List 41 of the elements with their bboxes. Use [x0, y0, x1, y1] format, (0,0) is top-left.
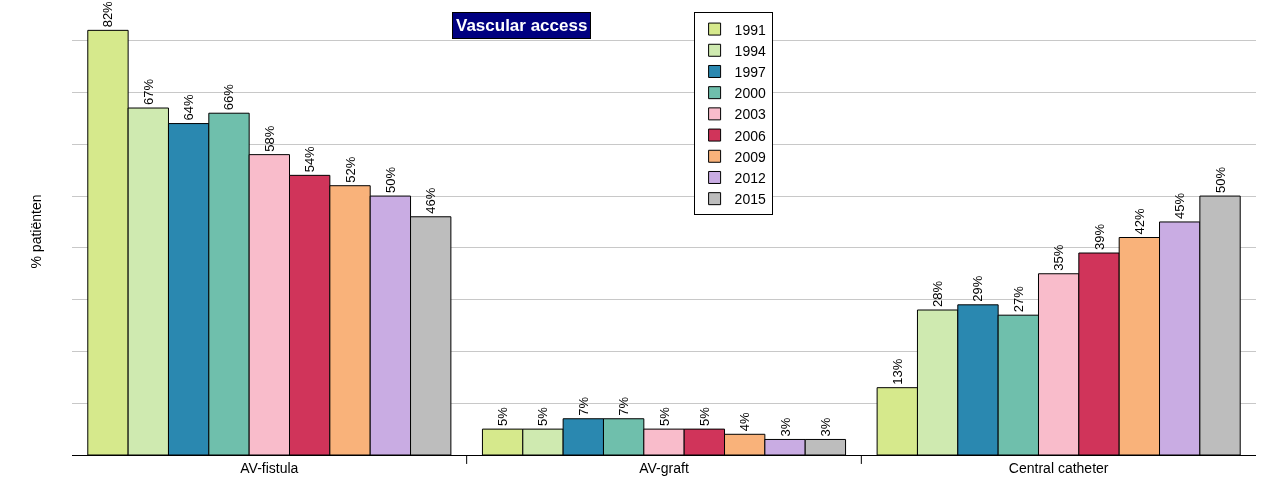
legend-label: 2015: [734, 191, 766, 208]
x-tick-label: AV-graft: [639, 459, 689, 476]
data-label: 35%: [1051, 244, 1067, 271]
data-label: 66%: [221, 83, 237, 111]
data-label: 46%: [423, 187, 439, 214]
x-tick-label: Central catheter: [1008, 459, 1109, 476]
data-label: 50%: [382, 166, 398, 194]
data-label: 4%: [737, 412, 753, 432]
legend-label: 2009: [734, 148, 766, 165]
chart-title: Vascular access: [456, 16, 588, 35]
legend-label: 1994: [734, 42, 766, 59]
data-label: 52%: [342, 156, 358, 183]
data-label: 3%: [817, 417, 833, 437]
data-label: 28%: [930, 280, 946, 307]
legend-label: 2000: [734, 85, 766, 102]
data-label: 39%: [1091, 223, 1107, 251]
legend-label: 2003: [734, 106, 766, 123]
legend-label: 1997: [734, 63, 766, 80]
data-label: 5%: [495, 406, 511, 427]
y-axis-title: % patiënten: [28, 194, 44, 269]
data-label: 50%: [1212, 166, 1228, 194]
data-label: 5%: [535, 406, 551, 427]
data-label: 64%: [181, 94, 197, 121]
data-label: 7%: [575, 396, 591, 416]
x-tick-label: AV-fistula: [240, 459, 299, 476]
data-label: 82%: [100, 0, 116, 28]
data-label: 27%: [1010, 285, 1026, 313]
data-label: 13%: [889, 358, 905, 385]
data-label: 5%: [656, 406, 672, 427]
data-label: 29%: [970, 275, 986, 302]
data-label: 5%: [696, 406, 712, 427]
legend-label: 2006: [734, 127, 766, 144]
data-label: 7%: [616, 396, 632, 416]
legend-label: 2012: [734, 169, 766, 186]
data-label: 58%: [261, 125, 277, 152]
data-label: 67%: [140, 78, 156, 106]
data-label: 45%: [1172, 192, 1188, 219]
legend-label: 1991: [734, 21, 766, 38]
data-label: 42%: [1131, 208, 1147, 235]
data-label: 3%: [777, 417, 793, 437]
data-label: 54%: [302, 145, 318, 173]
